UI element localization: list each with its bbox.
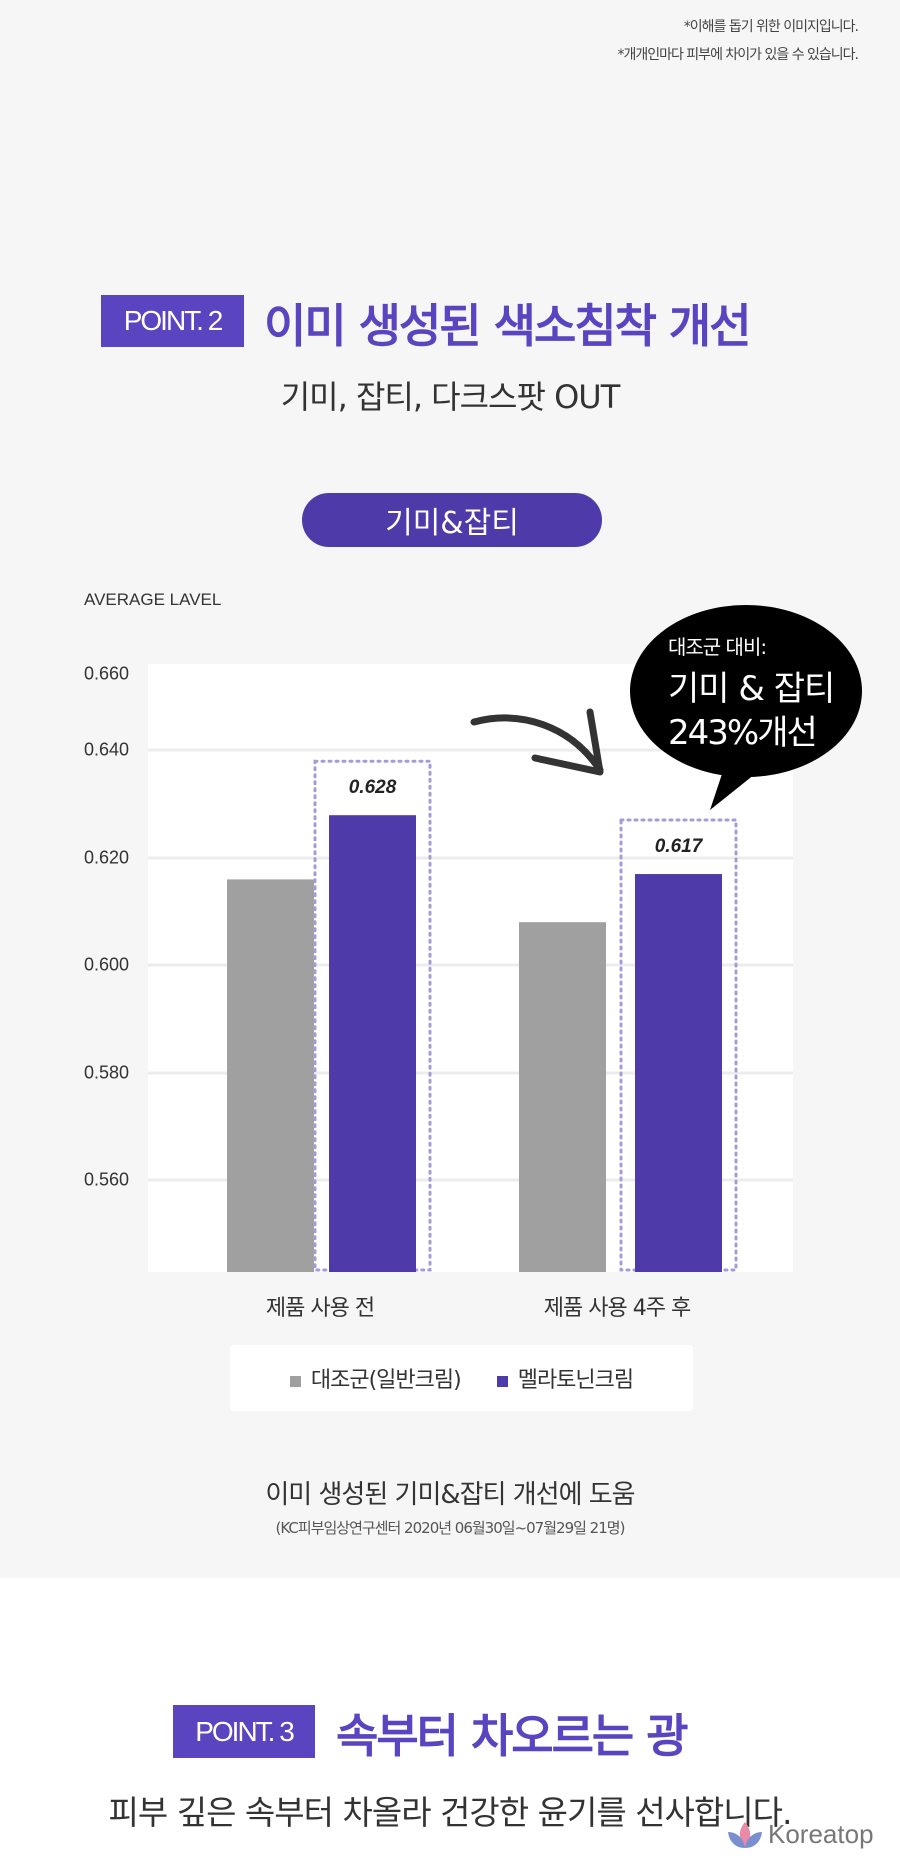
point3-badge: POINT. 3 <box>173 1705 315 1758</box>
x-tick-label: 제품 사용 전 <box>265 1296 375 1321</box>
bar <box>329 815 416 1272</box>
y-tick-label: 0.580 <box>84 1062 130 1083</box>
point3-subtitle: 피부 깊은 속부터 차올라 건강한 윤기를 선사합니다. <box>108 1793 793 1832</box>
legend-swatch <box>496 1375 508 1387</box>
bar-chart <box>148 748 793 1272</box>
point2-subtitle: 기미, 잡티, 다크스팟 OUT <box>280 378 621 416</box>
callout-line3: 243%개선 <box>668 713 818 753</box>
legend-item: 대조군(일반크림) <box>289 1362 462 1394</box>
legend-swatch <box>289 1375 301 1387</box>
y-tick-label: 0.620 <box>84 847 130 868</box>
x-tick-label: 제품 사용 4주 후 <box>543 1296 691 1321</box>
point3-title: 속부터 차오르는 광 <box>336 1709 689 1763</box>
lotus-icon <box>728 1822 762 1848</box>
disclaimer-note: *이해를 돕기 위한 이미지입니다. <box>683 19 859 35</box>
point2-title: 이미 생성된 색소침착 개선 <box>264 299 752 353</box>
arrow-icon <box>470 708 604 776</box>
callout-line2: 기미 & 잡티 <box>668 669 835 709</box>
chart-caption: 이미 생성된 기미&잡티 개선에 도움 <box>265 1480 635 1510</box>
y-tick-label: 0.660 <box>84 663 130 684</box>
watermark-logo: Koreatop <box>726 1818 874 1850</box>
legend-label: 멜라토닌크림 <box>517 1368 634 1393</box>
bar <box>519 922 606 1272</box>
bar <box>227 879 314 1272</box>
callout-bubble: 대조군 대비: 기미 & 잡티 243%개선 <box>630 605 862 810</box>
data-label: 0.628 <box>348 777 397 799</box>
y-axis-label: AVERAGE LAVEL <box>84 590 222 609</box>
watermark-text: Koreatop <box>768 1818 874 1849</box>
legend-label: 대조군(일반크림) <box>310 1368 462 1393</box>
data-label: 0.617 <box>654 836 703 858</box>
bar <box>635 874 722 1272</box>
chart-source: (KC피부임상연구센터 2020년 06월30일~07월29일 21명) <box>275 1519 626 1537</box>
callout-line1: 대조군 대비: <box>668 635 767 659</box>
y-tick-label: 0.640 <box>84 739 130 760</box>
y-tick-label: 0.600 <box>84 954 130 975</box>
disclaimer-note: *개개인마다 피부에 차이가 있을 수 있습니다. <box>617 47 859 63</box>
speech-bubble-shape <box>630 605 862 810</box>
legend-item: 멜라토닌크림 <box>496 1362 634 1394</box>
y-tick-label: 0.560 <box>84 1169 130 1190</box>
category-pill: 기미&잡티 <box>302 493 602 547</box>
legend: 대조군(일반크림) 멜라토닌크림 <box>230 1345 693 1411</box>
point2-badge: POINT. 2 <box>101 295 244 347</box>
